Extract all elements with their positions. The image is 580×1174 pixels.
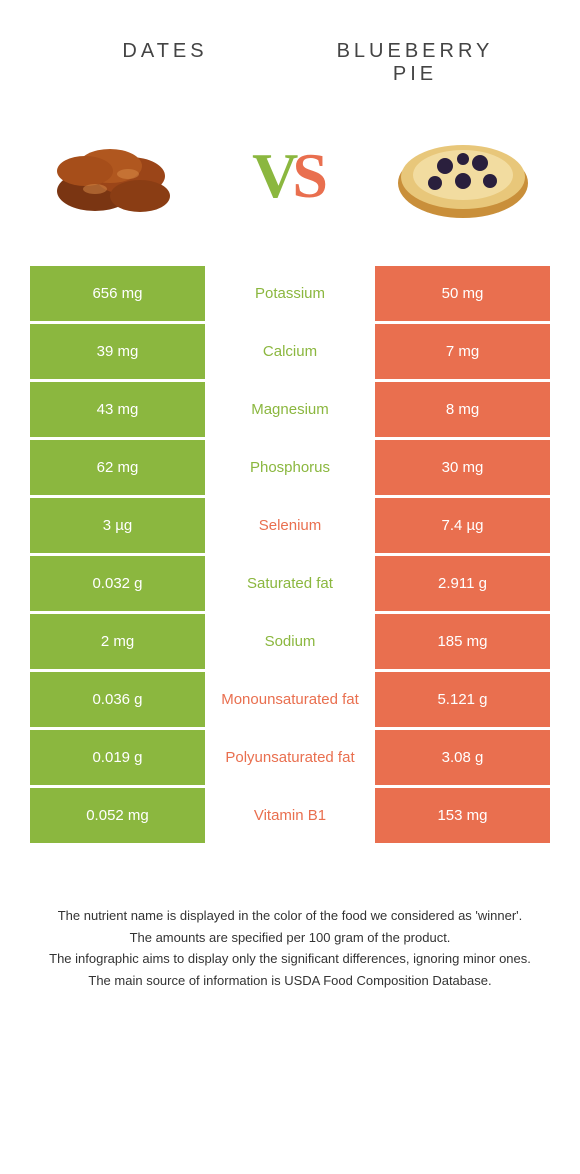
right-value: 30 mg [375,440,550,495]
nutrient-row: 0.032 gSaturated fat2.911 g [30,556,550,611]
nutrient-row: 62 mgPhosphorus30 mg [30,440,550,495]
nutrient-name: Calcium [205,324,375,379]
footer-line-4: The main source of information is USDA F… [40,971,540,991]
nutrient-row: 656 mgPotassium50 mg [30,266,550,321]
nutrient-table: 656 mgPotassium50 mg39 mgCalcium7 mg43 m… [30,266,550,843]
left-value: 2 mg [30,614,205,669]
left-food-title: DATES [40,40,290,86]
nutrient-name: Polyunsaturated fat [205,730,375,785]
right-value: 50 mg [375,266,550,321]
nutrient-row: 0.019 gPolyunsaturated fat3.08 g [30,730,550,785]
left-value: 62 mg [30,440,205,495]
right-food-title: BLUEBERRY PIE [290,40,540,86]
nutrient-row: 43 mgMagnesium8 mg [30,382,550,437]
left-value: 43 mg [30,382,205,437]
right-value: 185 mg [375,614,550,669]
nutrient-row: 2 mgSodium185 mg [30,614,550,669]
right-value: 153 mg [375,788,550,843]
footer-line-1: The nutrient name is displayed in the co… [40,906,540,926]
footer-line-2: The amounts are specified per 100 gram o… [40,928,540,948]
nutrient-name: Monounsaturated fat [205,672,375,727]
left-value: 656 mg [30,266,205,321]
footer-notes: The nutrient name is displayed in the co… [0,846,580,1012]
right-value: 8 mg [375,382,550,437]
left-value: 0.052 mg [30,788,205,843]
right-value: 7.4 µg [375,498,550,553]
nutrient-row: 0.036 gMonounsaturated fat5.121 g [30,672,550,727]
nutrient-name: Selenium [205,498,375,553]
nutrient-name: Saturated fat [205,556,375,611]
right-value: 5.121 g [375,672,550,727]
vs-s: S [292,139,328,213]
nutrient-name: Sodium [205,614,375,669]
left-value: 0.032 g [30,556,205,611]
footer-line-3: The infographic aims to display only the… [40,949,540,969]
dates-image [40,116,195,236]
header-row: DATES BLUEBERRY PIE [0,0,580,106]
right-value: 2.911 g [375,556,550,611]
pie-image [385,116,540,236]
vs-row: V S [0,106,580,266]
nutrient-row: 0.052 mgVitamin B1153 mg [30,788,550,843]
nutrient-name: Vitamin B1 [205,788,375,843]
right-value: 7 mg [375,324,550,379]
nutrient-row: 3 µgSelenium7.4 µg [30,498,550,553]
left-value: 0.036 g [30,672,205,727]
right-value: 3.08 g [375,730,550,785]
nutrient-name: Potassium [205,266,375,321]
nutrient-name: Magnesium [205,382,375,437]
left-value: 0.019 g [30,730,205,785]
nutrient-row: 39 mgCalcium7 mg [30,324,550,379]
nutrient-name: Phosphorus [205,440,375,495]
vs-label: V S [252,139,328,213]
left-value: 3 µg [30,498,205,553]
left-value: 39 mg [30,324,205,379]
